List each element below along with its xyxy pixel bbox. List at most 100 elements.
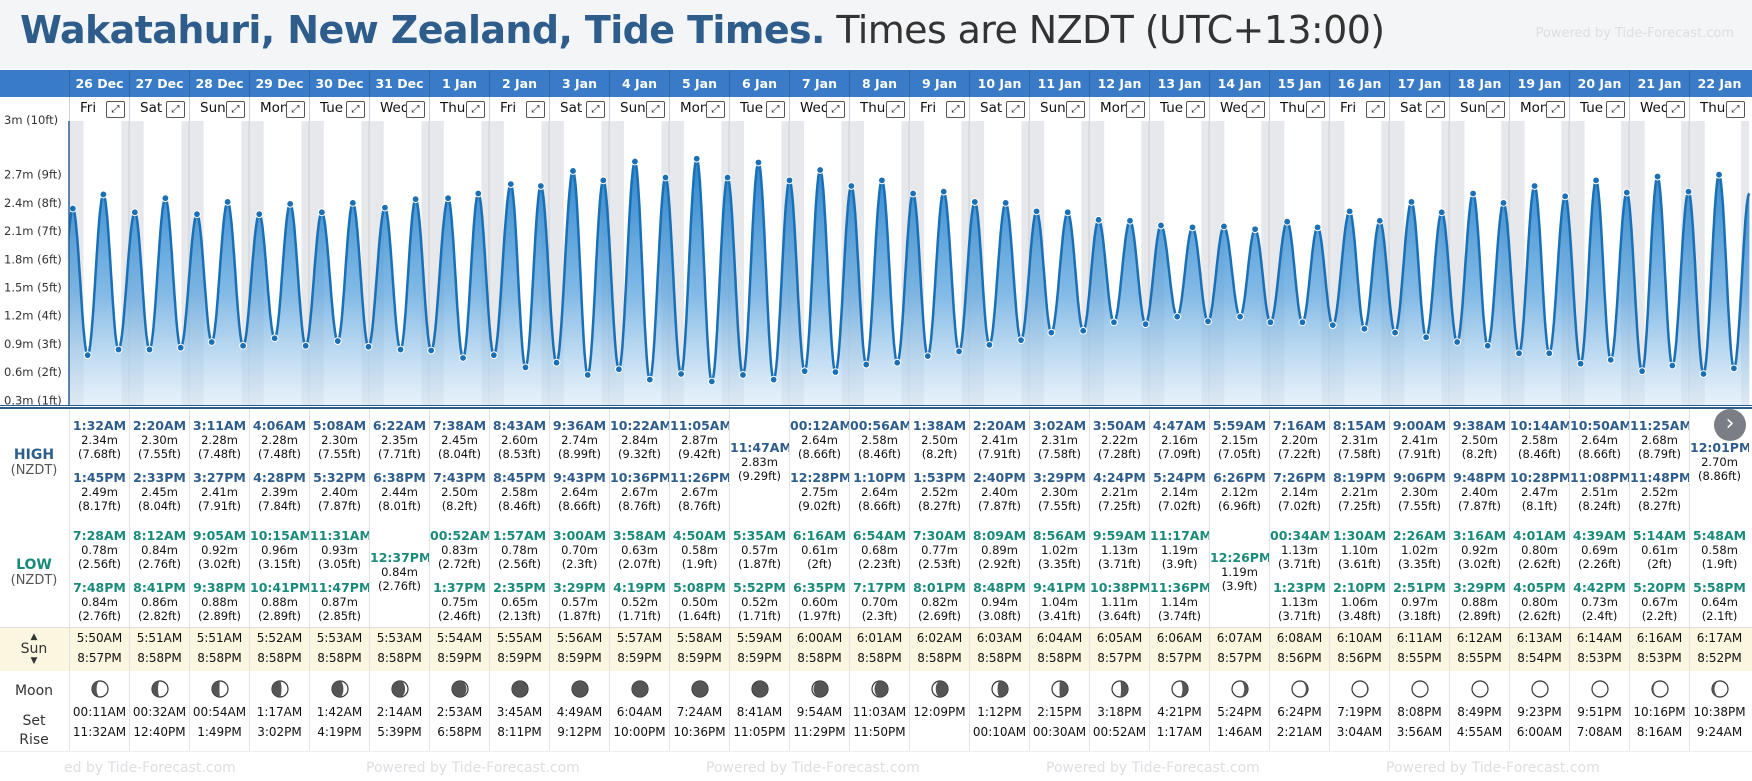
expand-day-icon[interactable]: ⤢	[346, 101, 365, 118]
expand-day-icon[interactable]: ⤢	[1426, 101, 1445, 118]
expand-day-icon[interactable]: ⤢	[1366, 101, 1385, 118]
expand-day-icon[interactable]: ⤢	[706, 101, 725, 118]
expand-day-icon[interactable]: ⤢	[406, 101, 425, 118]
low-tide-cell: 8:09AM 0.89m (2.92ft) 8:48PM 0.94m (3.08ft)	[969, 519, 1029, 629]
high-tide-height: 2.44m	[381, 485, 418, 499]
weekday-label: Fri	[920, 100, 937, 116]
expand-day-icon[interactable]: ⤢	[946, 101, 965, 118]
high-tide-height-ft: (8.79ft)	[1638, 447, 1681, 461]
high-tide-point	[816, 166, 825, 174]
expand-day-icon[interactable]: ⤢	[1546, 101, 1565, 118]
night-band	[1141, 121, 1149, 406]
expand-day-icon[interactable]: ⤢	[826, 101, 845, 118]
expand-day-icon[interactable]: ⤢	[886, 101, 905, 118]
expand-day-icon[interactable]: ⤢	[1186, 101, 1205, 118]
expand-day-icon[interactable]: ⤢	[286, 101, 305, 118]
expand-day-icon[interactable]: ⤢	[1306, 101, 1325, 118]
footer-watermark: Powered by Tide-Forecast.com	[1386, 760, 1600, 776]
y-tick-label: 2.7m (9ft)	[4, 168, 62, 182]
low-tide-point	[1017, 336, 1025, 345]
low-tide-point	[1422, 333, 1431, 342]
date-cell: 8 Jan	[849, 70, 909, 97]
high-tide-height: 2.28m	[201, 433, 238, 447]
low-tide-point	[1545, 349, 1554, 358]
expand-day-icon[interactable]: ⤢	[1066, 101, 1085, 118]
high-tide-time: 5:08AM	[312, 418, 367, 433]
y-tick-label: 1.8m (6ft)	[4, 252, 62, 266]
high-tide-height: 2.30m	[1041, 485, 1078, 499]
expand-day-icon[interactable]: ⤢	[766, 101, 785, 118]
low-tide-height-ft: (1.97ft)	[798, 609, 841, 623]
high-tide-point	[1313, 223, 1322, 232]
expand-day-icon[interactable]: ⤢	[526, 101, 545, 118]
low-tide-time: 9:59AM	[1092, 528, 1147, 543]
low-tide-cell: 5:48AM 0.58m (1.9ft) 5:58PM 0.64m (2.1ft)	[1689, 519, 1749, 629]
high-tide-height-ft: (8.99ft)	[558, 447, 601, 461]
high-tide-time: 4:47AM	[1152, 418, 1207, 433]
low-tide-cell: 00:34AM 1.13m (3.71ft) 1:23PM 1.13m (3.71ft)	[1269, 519, 1329, 629]
sunrise-time: 5:52AM	[256, 631, 303, 645]
high-tide-point	[381, 203, 389, 212]
high-tide-point	[1684, 187, 1693, 196]
high-tide-point	[255, 210, 264, 219]
low-tide-height-ft: (3.02ft)	[198, 557, 241, 571]
high-tide-time: 5:59AM	[1212, 418, 1267, 433]
night-band	[1261, 121, 1269, 406]
high-tide-height-ft: (8.27ft)	[918, 499, 961, 513]
weekday-label: Tue	[740, 100, 764, 116]
expand-day-icon[interactable]: ⤢	[646, 101, 665, 118]
weekday-cell: Tue ⤢	[1569, 97, 1629, 121]
low-tide-height-ft: (2.89ft)	[1458, 609, 1501, 623]
weekday-label: Tue	[1580, 100, 1604, 116]
high-tide-height: 2.34m	[81, 433, 118, 447]
expand-day-icon[interactable]: ⤢	[226, 101, 245, 118]
high-tide-point	[411, 195, 420, 204]
expand-day-icon[interactable]: ⤢	[106, 101, 125, 118]
high-tide-height: 2.21m	[1101, 485, 1138, 499]
moon-cell: 4:21PM 1:17AM	[1149, 671, 1209, 751]
sunrise-time: 6:02AM	[916, 631, 963, 645]
low-tide-point	[1141, 320, 1150, 329]
expand-day-icon[interactable]: ⤢	[586, 101, 605, 118]
high-tide-time: 3:50AM	[1092, 418, 1147, 433]
low-tide-point	[1483, 341, 1492, 350]
expand-day-icon[interactable]: ⤢	[1006, 101, 1025, 118]
expand-day-icon[interactable]: ⤢	[1126, 101, 1145, 118]
sunset-time: 8:55PM	[1457, 651, 1502, 665]
expand-day-icon[interactable]: ⤢	[466, 101, 485, 118]
low-tide-height: 1.06m	[1341, 595, 1378, 609]
date-cell: 9 Jan	[909, 70, 969, 97]
low-tide-height-ft: (2.62ft)	[1518, 609, 1561, 623]
high-tide-point	[1561, 192, 1570, 201]
low-tide-point	[552, 358, 561, 367]
low-tide-height: 0.67m	[1641, 595, 1678, 609]
high-tide-height: 2.20m	[1281, 433, 1318, 447]
moon-phase-icon	[810, 680, 829, 698]
moonrise-time: 10:36PM	[673, 725, 726, 739]
expand-day-icon[interactable]: ⤢	[1666, 101, 1685, 118]
low-tide-height: 0.84m	[381, 565, 418, 579]
tide-chart: 3m (10ft) 2.7m (9ft) 2.4m (8ft) 2.1m (7ft) 1…	[0, 113, 1752, 406]
expand-day-icon[interactable]: ⤢	[1606, 101, 1625, 118]
low-tide-height: 0.83m	[441, 543, 478, 557]
high-tide-point	[1094, 215, 1103, 224]
sunrise-time: 6:01AM	[856, 631, 903, 645]
next-days-button[interactable]: ›	[1714, 409, 1746, 441]
high-tide-height-ft: (8.46ft)	[1518, 447, 1561, 461]
expand-day-icon[interactable]: ⤢	[1726, 101, 1745, 118]
high-tide-height: 2.51m	[1581, 485, 1618, 499]
sunrise-time: 5:58AM	[676, 631, 723, 645]
sun-cell: 6:04AM 8:58PM	[1029, 628, 1089, 672]
expand-day-icon[interactable]: ⤢	[1246, 101, 1265, 118]
high-tide-point	[1715, 170, 1723, 179]
high-tide-time: 12:28PM	[790, 470, 849, 485]
expand-day-icon[interactable]: ⤢	[166, 101, 185, 118]
moonset-time: 8:08PM	[1397, 705, 1442, 719]
sunrise-time: 5:59AM	[736, 631, 783, 645]
low-tide-height-ft: (2ft)	[1647, 557, 1672, 571]
high-tide-time: 1:32AM	[72, 418, 127, 433]
expand-day-icon[interactable]: ⤢	[1486, 101, 1505, 118]
footer: ed by Tide-Forecast.com Powered by Tide-…	[0, 751, 1752, 781]
weekday-label: Sun	[1460, 100, 1486, 116]
high-tide-point	[723, 173, 732, 182]
